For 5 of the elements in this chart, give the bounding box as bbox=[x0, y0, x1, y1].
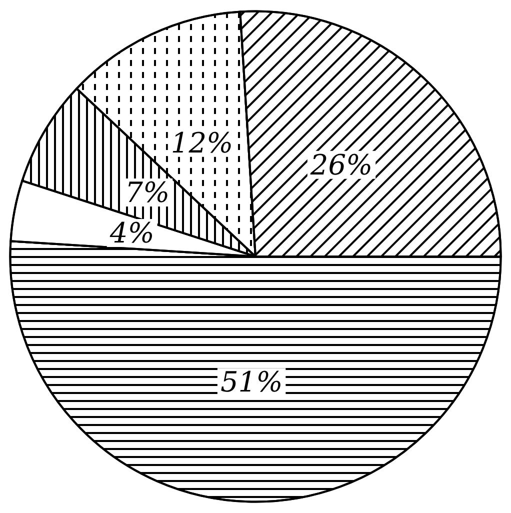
data-label: 4% bbox=[108, 216, 154, 250]
data-label: 51% bbox=[220, 366, 283, 399]
data-label: 12% bbox=[170, 126, 234, 160]
data-label: 26% bbox=[309, 148, 373, 182]
data-label: 7% bbox=[125, 176, 170, 210]
